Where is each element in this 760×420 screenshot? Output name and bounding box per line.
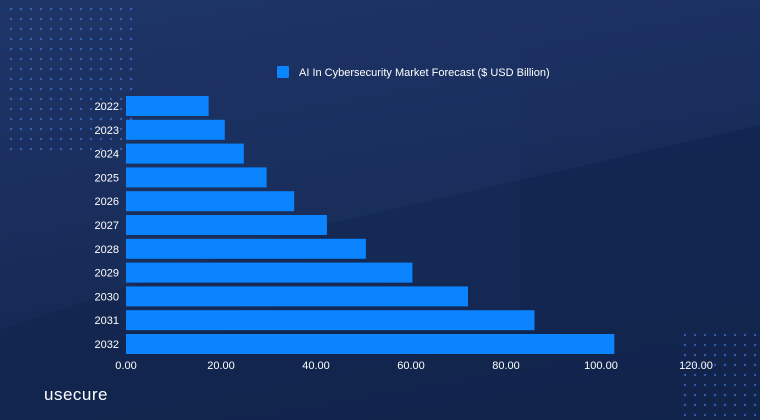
decorative-dot-grid xyxy=(6,4,136,154)
x-axis-tick-label: 80.00 xyxy=(492,360,520,372)
x-axis-tick-label: 0.00 xyxy=(115,360,136,372)
bar-2025[interactable] xyxy=(126,167,267,188)
chart-legend[interactable]: AI In Cybersecurity Market Forecast ($ U… xyxy=(277,66,550,79)
bar-2023[interactable] xyxy=(126,119,225,140)
legend-swatch xyxy=(277,66,289,78)
bar-2022[interactable] xyxy=(126,96,209,116)
y-axis-label: 2029 xyxy=(95,268,119,280)
x-axis-tick-label: 60.00 xyxy=(397,360,425,372)
y-axis-label: 2027 xyxy=(95,220,119,232)
bar-2024[interactable] xyxy=(126,143,244,164)
bar-2031[interactable] xyxy=(126,310,535,331)
bar-2030[interactable] xyxy=(126,286,468,307)
x-axis-tick-label: 20.00 xyxy=(207,360,235,372)
y-axis-label: 2025 xyxy=(95,172,119,184)
bars-group xyxy=(126,96,615,354)
y-axis-label: 2024 xyxy=(95,149,119,161)
y-axis-label: 2023 xyxy=(95,125,119,137)
bar-2026[interactable] xyxy=(126,191,295,212)
y-axis-label: 2032 xyxy=(95,339,119,351)
x-axis-tick-label: 120.00 xyxy=(679,360,713,372)
y-axis-label: 2028 xyxy=(95,244,119,256)
bar-2028[interactable] xyxy=(126,238,366,259)
y-axis-labels: 2022 2023 2024 2025 2026 2027 2028 2029 2030 2031… xyxy=(95,101,119,351)
y-axis-label: 2022 xyxy=(95,101,119,113)
brand-logo: usecure xyxy=(44,385,108,404)
bar-2027[interactable] xyxy=(126,215,327,235)
x-axis-tick-label: 100.00 xyxy=(584,360,618,372)
y-axis-label: 2026 xyxy=(95,196,119,208)
bar-2032[interactable] xyxy=(126,334,615,354)
x-axis-tick-labels: 0.00 20.00 40.00 60.00 80.00 100.00 120.00 xyxy=(115,360,713,372)
y-axis-label: 2031 xyxy=(95,315,119,327)
y-axis-label: 2030 xyxy=(95,291,119,303)
x-axis-tick-label: 40.00 xyxy=(302,360,330,372)
legend-label: AI In Cybersecurity Market Forecast ($ U… xyxy=(299,67,550,79)
bar-2029[interactable] xyxy=(126,262,413,283)
decorative-dot-grid xyxy=(680,330,760,420)
